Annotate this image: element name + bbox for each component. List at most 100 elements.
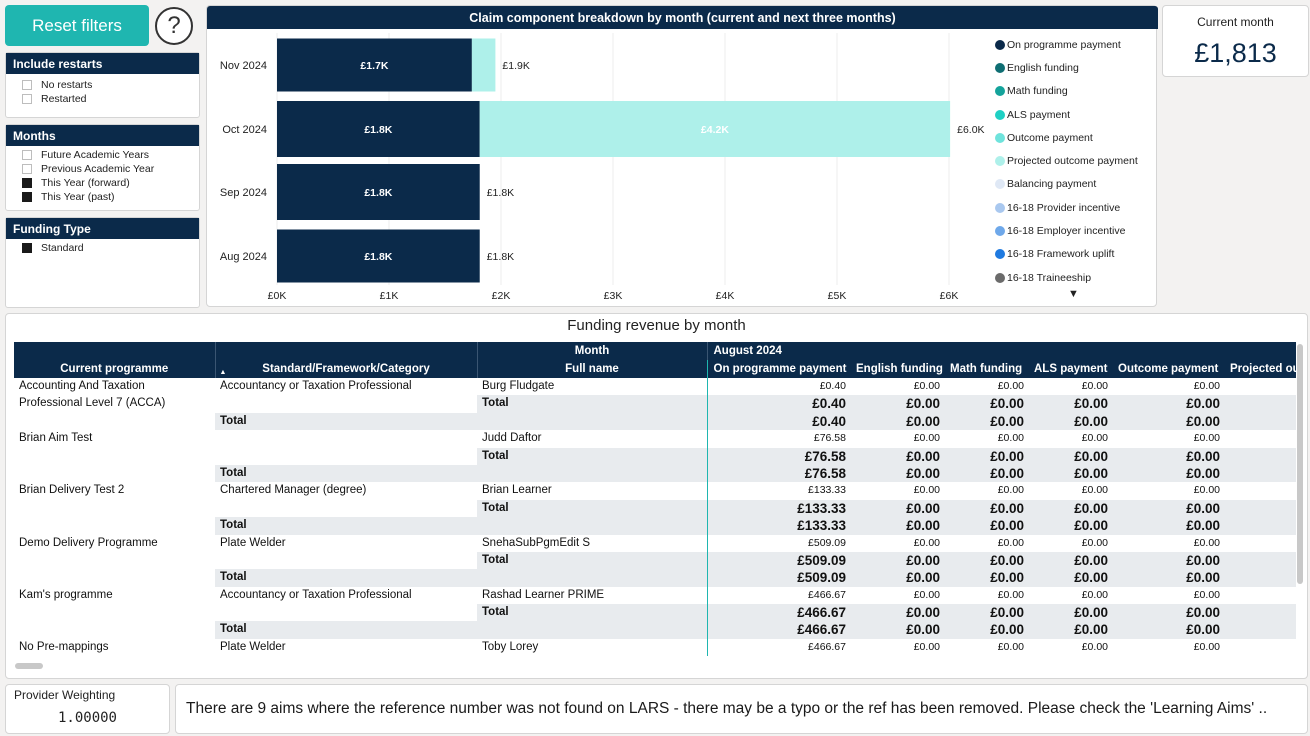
legend-item[interactable]: 16-18 Provider incentive (995, 196, 1138, 219)
legend-dot-icon (995, 86, 1005, 97)
slicer-option[interactable]: No restarts (6, 78, 199, 92)
table-row[interactable]: Demo Delivery Programme Plate Welder Sneha… (14, 534, 1296, 552)
table-row[interactable]: Total £76.58 £0.00 £0.00 £0.00 £0.00 (14, 464, 1297, 483)
slicer-option[interactable]: This Year (forward) (6, 176, 199, 190)
cell-value: £133.33 (706, 499, 850, 518)
table-row[interactable]: Total £0.40 £0.00 £0.00 £0.00 £0.00 (14, 412, 1297, 431)
legend-item[interactable]: 16-18 Framework uplift (995, 243, 1138, 266)
column-header-standard[interactable]: Standard/Framework/Category ▲ (214, 360, 477, 378)
cell-value: £76.58 (706, 464, 850, 483)
cell-value: £0.00 (1112, 551, 1224, 570)
legend-label: ALS payment (1007, 108, 1071, 121)
column-header-full-name[interactable]: Full name (476, 360, 707, 378)
legend-label: Projected outcome payment (1007, 155, 1138, 168)
table-row[interactable]: Total £466.67 £0.00 £0.00 £0.00 £0.00 (14, 621, 1297, 639)
cell-value: £466.67 (706, 638, 850, 657)
funding-revenue-matrix: Funding revenue by month Month August 20… (5, 313, 1308, 679)
checkbox-checked-icon[interactable] (22, 178, 32, 188)
cell-value: £0.00 (944, 621, 1028, 639)
cell-value: £0.00 (1112, 395, 1224, 413)
cell-value: £509.09 (706, 569, 850, 587)
cell-value: £0.00 (850, 447, 944, 465)
vertical-scrollbar[interactable] (1297, 344, 1303, 584)
cell-value: £0.00 (913, 588, 940, 601)
cell-value: £0.00 (913, 640, 940, 653)
legend-item[interactable]: Math funding (995, 80, 1138, 103)
table-row[interactable]: Kam's programme Accountancy or Taxation P… (14, 586, 1296, 605)
table-row[interactable]: Total £133.33 £0.00 £0.00 £0.00 £0.00 (14, 517, 1297, 535)
cell-value: £0.00 (1028, 621, 1112, 639)
cell-value: £133.33 (706, 482, 850, 500)
legend-item[interactable]: English funding (995, 56, 1138, 79)
x-tick-label: £6K (940, 290, 959, 302)
cell-value: £133.33 (706, 517, 850, 535)
column-header-value[interactable]: English funding (850, 360, 944, 378)
cell-full-name (477, 412, 707, 431)
checkbox-unchecked-icon[interactable] (22, 80, 32, 90)
cell-standard: Total (215, 569, 477, 587)
x-tick-label: £0K (268, 290, 287, 302)
column-header-programme[interactable]: Current programme (14, 360, 215, 378)
checkbox-unchecked-icon[interactable] (22, 94, 32, 104)
table-row[interactable]: Total £466.67 £0.00 £0.00 £0.00 £0.00 (14, 604, 1297, 622)
cell-full-name (477, 621, 707, 639)
table-row[interactable]: Brian Aim Test Judd Daftor £76.58 £0.00 £0.0… (14, 430, 1296, 448)
legend-dot-icon (995, 249, 1005, 260)
table-row[interactable]: Professional Level 7 (ACCA) Total £0.40 £0.… (14, 395, 1297, 413)
header-period[interactable]: August 2024 (706, 342, 1297, 360)
table-row[interactable]: Total £133.33 £0.00 £0.00 £0.00 £0.00 (14, 499, 1297, 518)
cell-standard: Plate Welder (220, 640, 286, 653)
slicer-title: Months (6, 125, 199, 146)
cell-value: £0.00 (1028, 569, 1112, 587)
slicer-option-label: Previous Academic Year (41, 163, 155, 175)
y-category-label: Nov 2024 (220, 60, 267, 72)
chart-legend: On programme payment English funding Math … (995, 33, 1138, 289)
checkbox-unchecked-icon[interactable] (22, 150, 32, 160)
cell-value: £0.00 (944, 499, 1028, 518)
table-row[interactable]: No Pre-mappings Plate Welder Toby Lorey £46… (14, 638, 1296, 657)
table-row[interactable]: Total £509.09 £0.00 £0.00 £0.00 £0.00 (14, 551, 1297, 570)
slicer-option[interactable]: This Year (past) (6, 190, 199, 204)
table-row[interactable]: Total £76.58 £0.00 £0.00 £0.00 £0.00 (14, 447, 1297, 465)
checkbox-unchecked-icon[interactable] (22, 164, 32, 174)
checkbox-checked-icon[interactable] (22, 243, 32, 253)
legend-item[interactable]: Outcome payment (995, 126, 1138, 149)
cell-full-name: Total (477, 395, 707, 413)
sort-ascending-icon[interactable]: ▲ (219, 369, 227, 376)
slicer-option[interactable]: Restarted (6, 92, 199, 106)
cell-full-name: SnehaSubPgmEdit S (482, 536, 591, 549)
legend-item[interactable]: On programme payment (995, 33, 1138, 56)
table-row[interactable]: Brian Delivery Test 2 Chartered Manager (… (14, 482, 1296, 500)
table-row[interactable]: Total £509.09 £0.00 £0.00 £0.00 £0.00 (14, 569, 1297, 587)
header-month[interactable]: Month (476, 342, 707, 360)
column-header-value[interactable]: Math funding (944, 360, 1028, 378)
slicer-option[interactable]: Standard (6, 241, 199, 255)
cell-value (1224, 482, 1296, 499)
header-spacer (14, 342, 215, 360)
legend-item[interactable]: Balancing payment (995, 173, 1138, 196)
legend-item[interactable]: ALS payment (995, 103, 1138, 126)
legend-item[interactable]: 16-18 Traineeship (995, 266, 1138, 289)
column-header-value[interactable]: On programme payment (706, 360, 850, 378)
cell-value: £0.00 (997, 588, 1024, 601)
horizontal-scrollbar[interactable] (15, 663, 43, 669)
cell-value (1224, 639, 1296, 656)
cell-standard (215, 604, 477, 621)
cell-value: £0.00 (944, 517, 1028, 535)
cell-value: £0.00 (1028, 412, 1112, 431)
legend-item[interactable]: 16-18 Employer incentive (995, 219, 1138, 242)
table-row[interactable]: Accounting And Taxation Accountancy or Ta… (14, 378, 1296, 396)
column-header-value[interactable]: ALS payment (1028, 360, 1112, 378)
legend-item[interactable]: Projected outcome payment (995, 149, 1138, 172)
slicer-option[interactable]: Previous Academic Year (6, 162, 199, 176)
legend-more-chevron-icon[interactable]: ▼ (1068, 288, 1079, 300)
slicer-option[interactable]: Future Academic Years (6, 148, 199, 162)
cell-value: £0.00 (1112, 447, 1224, 465)
column-header-value[interactable]: Outcome payment (1112, 360, 1224, 378)
cell-value: £76.58 (706, 430, 850, 448)
question-mark-icon[interactable]: ? (155, 7, 193, 45)
reset-filters-button[interactable]: Reset filters (5, 5, 149, 46)
cell-value (1224, 587, 1296, 604)
checkbox-checked-icon[interactable] (22, 192, 32, 202)
column-header-value[interactable]: Projected ou (1224, 360, 1297, 378)
